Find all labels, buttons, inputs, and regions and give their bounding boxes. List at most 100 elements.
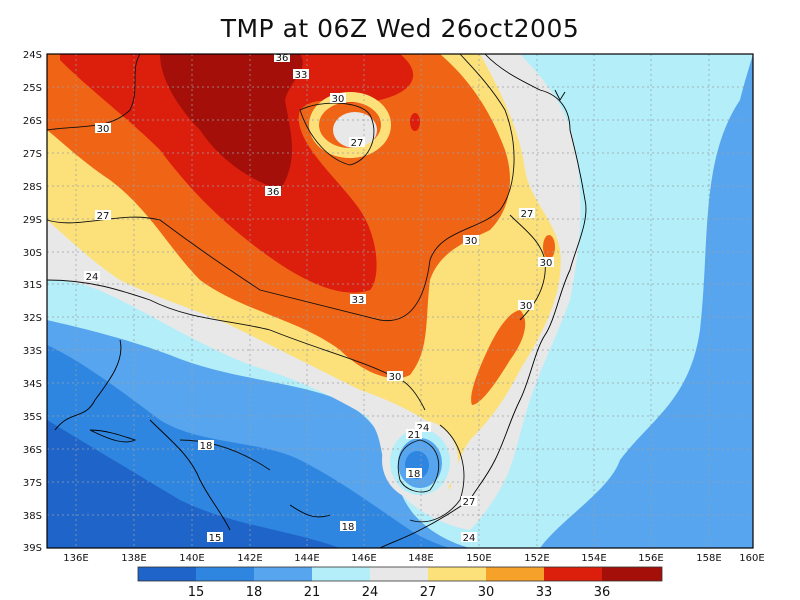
- contour-label: 27: [519, 208, 535, 220]
- contour-label: 33: [293, 69, 309, 81]
- colorbar-label: 18: [246, 585, 263, 600]
- plot-frame: [46, 53, 754, 549]
- contour-label: 24: [461, 532, 477, 544]
- contour-label: 15: [207, 532, 223, 544]
- colorbar-label: 15: [188, 585, 205, 600]
- lat-label: 34S: [23, 379, 42, 390]
- contour-label: 24: [415, 422, 431, 434]
- contour-label: 27: [349, 137, 365, 149]
- contour-label: 33: [350, 294, 366, 306]
- contour-label: 24: [84, 271, 100, 283]
- lat-label: 37S: [23, 478, 42, 489]
- lon-axis-labels: 136E 138E 140E 142E 144E 146E 148E 150E …: [63, 553, 764, 564]
- svg-text:33: 33: [295, 70, 308, 81]
- lon-label: 156E: [638, 553, 663, 564]
- lon-label: 152E: [524, 553, 549, 564]
- lat-label: 33S: [23, 346, 42, 357]
- lat-label: 39S: [23, 543, 42, 554]
- graticule: [47, 54, 753, 548]
- field-15-sw: [47, 420, 340, 548]
- colorbar-swatch: [486, 567, 544, 581]
- lon-label: 158E: [696, 553, 721, 564]
- svg-text:36: 36: [276, 53, 289, 64]
- lat-label: 24S: [23, 50, 42, 61]
- colorbar-swatch: [312, 567, 370, 581]
- colorbar-label: 33: [536, 585, 553, 600]
- contour-label: 18: [198, 440, 214, 452]
- svg-text:18: 18: [342, 522, 355, 533]
- contour-label: 30: [330, 93, 346, 105]
- svg-text:24: 24: [417, 423, 430, 434]
- lat-label: 29S: [23, 215, 42, 226]
- svg-text:30: 30: [332, 94, 345, 105]
- colorbar-swatch: [254, 567, 312, 581]
- lon-label: 140E: [179, 553, 204, 564]
- colorbar-swatch: [428, 567, 486, 581]
- lat-label: 27S: [23, 149, 42, 160]
- svg-text:15: 15: [209, 533, 222, 544]
- colorbar-swatch: [370, 567, 428, 581]
- colorbar-label: 21: [304, 585, 321, 600]
- svg-text:30: 30: [389, 372, 402, 383]
- lat-label: 31S: [23, 280, 42, 291]
- contour-label: 30: [538, 257, 554, 269]
- colorbar-swatch: [544, 567, 602, 581]
- colorbar-label: 27: [420, 585, 437, 600]
- field-39-band: [160, 54, 303, 190]
- lat-axis-labels: 24S 25S 26S 27S 28S 29S 30S 31S 32S 33S …: [23, 50, 42, 554]
- lat-label: 32S: [23, 313, 42, 324]
- colorbar-label: 36: [594, 585, 611, 600]
- field-33-spot: [543, 235, 555, 259]
- svg-text:30: 30: [465, 236, 478, 247]
- field-27-hole: [333, 112, 377, 148]
- colorbar-swatch: [196, 567, 254, 581]
- svg-text:33: 33: [352, 295, 365, 306]
- contour-labels: 36 33 30 30 27 36 27 30 24 30 33 27 30 3…: [84, 52, 554, 544]
- contour-label: 21: [406, 429, 422, 441]
- lon-label: 144E: [294, 553, 319, 564]
- contour-label: 36: [274, 52, 290, 64]
- contour-label: 30: [387, 371, 403, 383]
- svg-text:27: 27: [351, 138, 364, 149]
- svg-text:27: 27: [463, 497, 476, 508]
- svg-text:30: 30: [540, 258, 553, 269]
- lon-label: 142E: [237, 553, 262, 564]
- lon-label: 136E: [63, 553, 88, 564]
- lat-label: 30S: [23, 248, 42, 259]
- colorbar-swatch: [138, 567, 196, 581]
- isotherms: [46, 53, 546, 523]
- svg-text:21: 21: [408, 430, 421, 441]
- lon-label: 154E: [581, 553, 606, 564]
- contour-label: 30: [463, 235, 479, 247]
- contour-label: 27: [461, 496, 477, 508]
- svg-text:27: 27: [97, 211, 110, 222]
- lat-label: 35S: [23, 412, 42, 423]
- lon-label: 148E: [408, 553, 433, 564]
- lon-label: 160E: [739, 553, 764, 564]
- lat-label: 38S: [23, 511, 42, 522]
- svg-text:18: 18: [408, 469, 421, 480]
- colorbar: 15 18 21 24 27 30 33 36: [137, 566, 663, 600]
- shaded-fields: [47, 54, 753, 548]
- field-36-band: [60, 54, 414, 293]
- lon-label: 150E: [466, 553, 491, 564]
- svg-text:27: 27: [521, 209, 534, 220]
- field-30-ring: [309, 92, 391, 158]
- contour-label: 30: [95, 123, 111, 135]
- colorbar-swatch: [602, 567, 662, 581]
- colorbar-label: 24: [362, 585, 379, 600]
- contour-label: 27: [95, 210, 111, 222]
- contour-label: 36: [265, 186, 281, 198]
- svg-text:24: 24: [463, 533, 476, 544]
- lat-label: 28S: [23, 182, 42, 193]
- colorbar-label: 30: [478, 585, 495, 600]
- lon-label: 146E: [351, 553, 376, 564]
- lat-label: 26S: [23, 116, 42, 127]
- svg-text:18: 18: [200, 441, 213, 452]
- lat-label: 36S: [23, 445, 42, 456]
- svg-text:30: 30: [520, 301, 533, 312]
- contour-label: 18: [340, 521, 356, 533]
- field-21-east: [540, 54, 753, 548]
- contour-label: 30: [518, 300, 534, 312]
- svg-text:36: 36: [267, 187, 280, 198]
